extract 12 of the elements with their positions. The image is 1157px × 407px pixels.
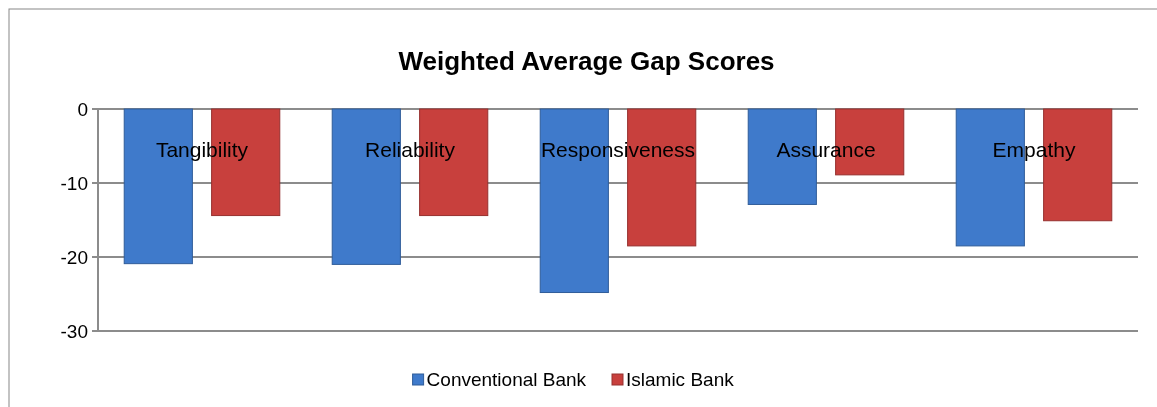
x-tick-label: Responsiveness [540, 138, 696, 161]
y-tick-label: -20 [60, 246, 88, 268]
legend-label: Islamic Bank [626, 368, 735, 390]
y-tick-label: 0 [77, 98, 88, 120]
x-tick-label: Reliability [365, 138, 456, 161]
x-tick-label: Tangibility [155, 138, 249, 161]
y-tick-label: -10 [60, 172, 88, 194]
legend-label: Conventional Bank [426, 368, 587, 390]
chart-title: Weighted Average Gap Scores [398, 46, 775, 76]
x-tick-label: Assurance [776, 138, 876, 161]
x-tick-label: Empathy [992, 138, 1076, 161]
y-tick-label: -30 [60, 320, 88, 342]
